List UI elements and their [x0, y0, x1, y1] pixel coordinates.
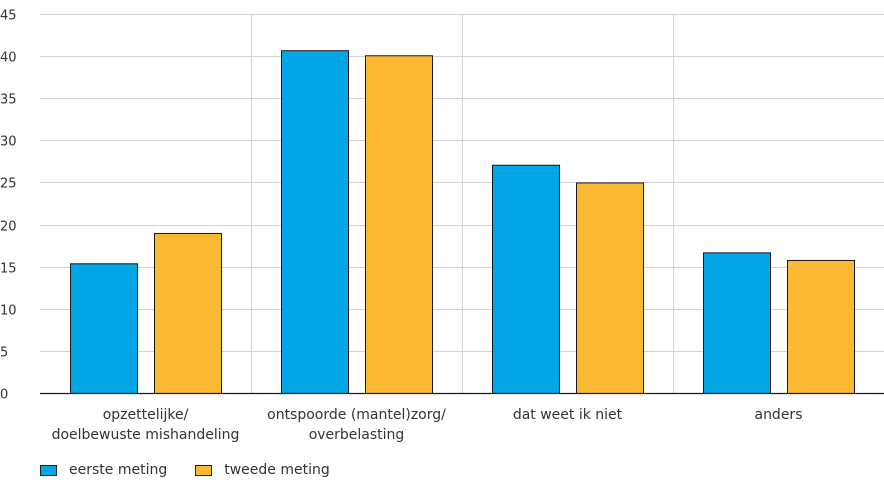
bar-layer: [70, 50, 855, 395]
legend-swatch-eerste-meting: [40, 464, 57, 476]
bar-eerste-meting-1: [281, 50, 349, 395]
y-tick-label: 25: [0, 177, 17, 192]
axis-layer: 0 5 10 15 20 25 30 35 40 45 opzettelijke/doelbewus…: [0, 9, 884, 443]
y-tick-label: 35: [0, 93, 17, 108]
legend: eerste meting tweede meting: [40, 462, 358, 478]
bar-tweede-meting-1: [365, 55, 433, 394]
y-tick-label: 45: [0, 9, 17, 24]
legend-swatch-tweede-meting: [195, 464, 213, 476]
y-tick-label: 15: [0, 262, 17, 277]
x-category-label: ontspoorde (mantel)zorg/: [267, 407, 446, 423]
x-category-label: anders: [754, 407, 802, 423]
x-category-label: overbelasting: [309, 427, 405, 443]
y-tick-label: 5: [0, 346, 8, 361]
bar-tweede-meting-3: [787, 259, 855, 394]
x-category-label: opzettelijke/: [103, 407, 189, 423]
legend-label-tweede-meting: tweede meting: [224, 462, 330, 478]
x-category-label: dat weet ik niet: [513, 407, 623, 423]
bar-eerste-meting-0: [70, 263, 138, 395]
bar-eerste-meting-2: [492, 164, 560, 394]
legend-item-tweede-meting: tweede meting: [195, 462, 330, 478]
legend-item-eerste-meting: eerste meting: [40, 462, 167, 478]
y-tick-label: 10: [0, 304, 17, 319]
y-tick-label: 0: [0, 388, 8, 403]
bar-tweede-meting-2: [576, 182, 644, 394]
y-tick-label: 20: [0, 220, 17, 235]
bar-tweede-meting-0: [154, 232, 222, 394]
y-tick-label: 40: [0, 51, 17, 66]
y-tick-label: 30: [0, 135, 17, 150]
legend-label-eerste-meting: eerste meting: [69, 462, 168, 478]
x-category-label: doelbewuste mishandeling: [52, 427, 240, 443]
bar-eerste-meting-3: [703, 252, 771, 394]
